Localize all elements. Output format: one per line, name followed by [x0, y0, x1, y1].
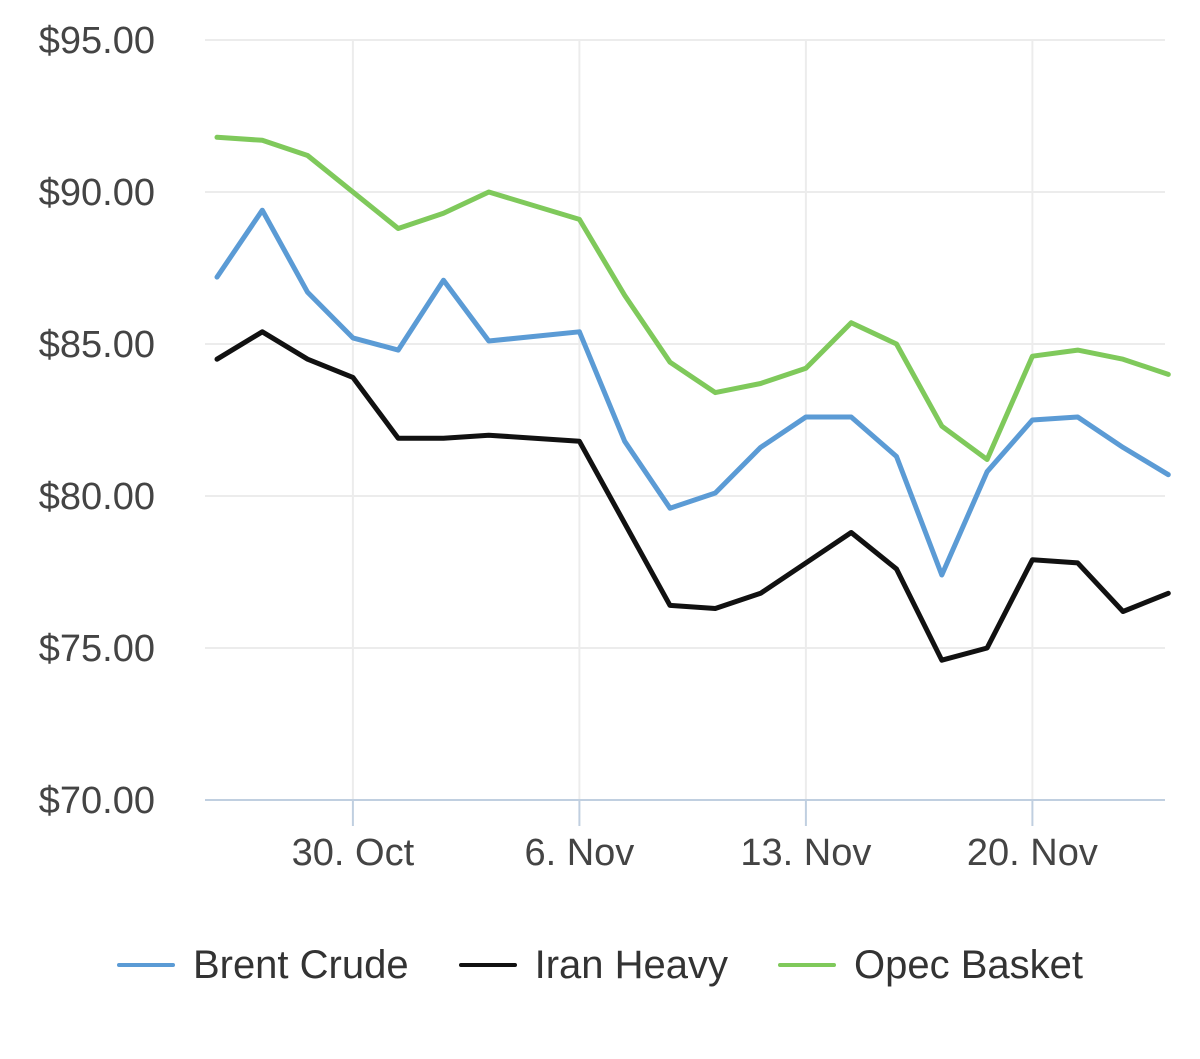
x-tick-label-20-nov: 20. Nov [967, 832, 1098, 874]
line-chart: $95.00 $90.00 $85.00 $80.00 $75.00 $70.00 30.… [39, 20, 1171, 874]
gridlines [205, 39, 1165, 800]
series-line-iran-heavy [214, 329, 1171, 663]
legend-item-opec-basket[interactable]: Opec Basket [778, 943, 1083, 988]
legend-item-iran-heavy[interactable]: Iran Heavy [458, 942, 729, 988]
legend-label-brent-crude: Brent Crude [192, 942, 409, 987]
x-tick-label-6-nov: 6. Nov [524, 832, 634, 874]
y-tick-label-90-00: $90.00 [39, 172, 155, 214]
legend-swatch-iran-heavy [458, 963, 517, 967]
y-tick-label-85-00: $85.00 [39, 324, 155, 366]
legend-label-opec-basket: Opec Basket [854, 942, 1084, 987]
y-tick-label-80-00: $80.00 [39, 476, 155, 518]
legend-swatch-opec-basket [778, 963, 837, 967]
series-lines [214, 134, 1171, 663]
x-tick-label-30-oct: 30. Oct [292, 832, 415, 874]
chart-legend: Brent Crude Iran Heavy Opec Basket [0, 930, 1200, 1000]
series-line-opec-basket [214, 134, 1171, 462]
y-tick-label-75-00: $75.00 [39, 628, 155, 670]
x-tick-label-13-nov: 13. Nov [740, 832, 871, 874]
y-tick-label-70-00: $70.00 [39, 780, 155, 822]
y-tick-label-95-00: $95.00 [39, 20, 155, 62]
legend-label-iran-heavy: Iran Heavy [534, 942, 729, 987]
legend-swatch-brent-crude [116, 963, 175, 967]
series-line-brent-crude [214, 207, 1171, 578]
y-axis-ticks: $95.00 $90.00 $85.00 $80.00 $75.00 $70.00 [39, 20, 155, 822]
legend-item-brent-crude[interactable]: Brent Crude [116, 942, 409, 988]
x-axis-ticks: 30. Oct 6. Nov 13. Nov 20. Nov [292, 800, 1098, 874]
